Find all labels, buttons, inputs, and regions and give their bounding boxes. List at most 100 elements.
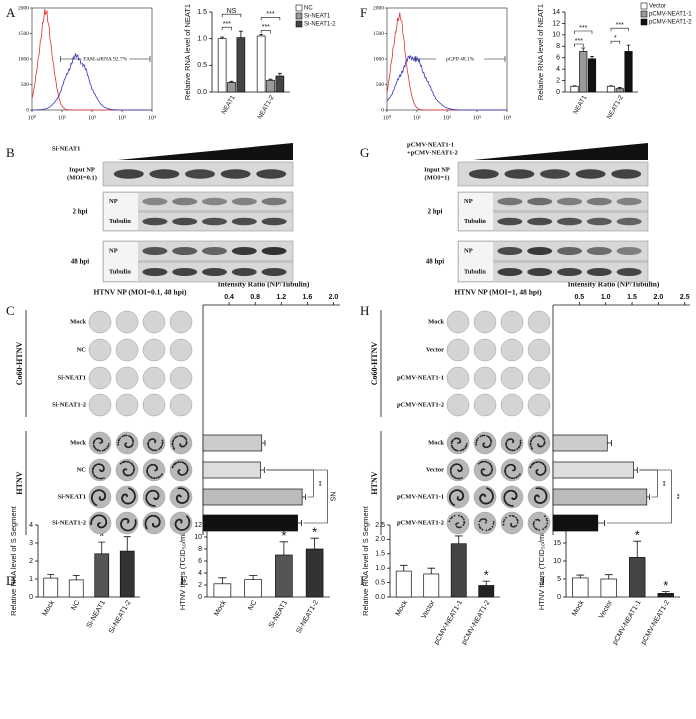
plaque [130, 528, 132, 531]
plaque [176, 527, 179, 530]
plaque [503, 499, 506, 502]
plaque [93, 474, 96, 477]
band [556, 268, 583, 276]
band [611, 169, 642, 179]
plaque [158, 519, 161, 522]
plaque [513, 469, 515, 472]
plaque [124, 443, 127, 445]
blot-strip [102, 261, 294, 283]
bar [68, 579, 84, 598]
plaque [461, 496, 464, 499]
error-bar [229, 80, 234, 83]
band [527, 247, 553, 255]
plaque [133, 496, 136, 499]
plaque [491, 467, 493, 469]
plaque [124, 529, 127, 531]
error-bar [268, 78, 273, 81]
significance-label: *** [262, 24, 270, 31]
plaque [92, 466, 95, 469]
legend-label: Vector [649, 4, 666, 10]
plaque [132, 490, 135, 493]
y-axis-label: Relative RNA level of S Segment [361, 505, 370, 616]
band [616, 247, 642, 255]
plaque [92, 468, 94, 470]
plaque [511, 449, 514, 452]
plaque [542, 500, 545, 503]
plaque [127, 520, 130, 523]
band-label: Tubulin [464, 218, 486, 225]
y-tick-label: 0.5 [375, 579, 385, 586]
band [142, 247, 168, 255]
plaque [544, 499, 547, 501]
plaque [490, 441, 493, 444]
plaque [534, 498, 536, 501]
legend-swatch [640, 18, 648, 26]
plaque [181, 435, 184, 438]
row-label: Vector [426, 346, 444, 353]
band [231, 268, 257, 276]
significance-label: * [614, 35, 617, 42]
plaque [457, 469, 460, 472]
plaque [481, 528, 484, 531]
bar [119, 550, 135, 598]
plaque [459, 441, 462, 443]
plaque [488, 528, 490, 531]
significance-label: * [663, 578, 668, 593]
plaque [455, 463, 458, 466]
plaque [129, 474, 132, 476]
panel-label: A [6, 5, 16, 20]
plaque [150, 504, 153, 507]
plaque [478, 520, 481, 523]
y-tick-label: 4 [198, 570, 202, 577]
plaque [156, 492, 159, 495]
plaque [186, 469, 189, 471]
plaque [517, 446, 520, 449]
plaque [453, 514, 456, 517]
significance-bracket [610, 40, 621, 45]
y-axis-label: HTNV titers (TCID₅₀/ml) x 10³ [178, 511, 187, 610]
plaque [455, 437, 458, 440]
band-label: Tubulin [464, 268, 486, 275]
plaque [453, 476, 456, 479]
error-bar [581, 47, 586, 52]
bar [236, 37, 246, 93]
plaque [502, 520, 505, 523]
plaque [187, 497, 190, 500]
treatment-label: pCMV-NEAT1-1 [407, 141, 454, 148]
plaque [451, 446, 454, 448]
plaque [450, 466, 453, 469]
y-tick-label: 2.0 [375, 536, 385, 543]
plaque [510, 489, 512, 492]
plaque [129, 487, 131, 490]
significance-label: ** [659, 481, 666, 487]
legend-label: Si-NEAT1-2 [304, 22, 336, 28]
well [115, 366, 139, 390]
plaque [131, 443, 134, 446]
y-tick-label: 500 [21, 82, 30, 88]
well [446, 366, 470, 390]
plaque [146, 492, 149, 495]
plaque [174, 522, 177, 525]
legend-swatch [295, 12, 303, 20]
bar [266, 79, 275, 93]
plaque [509, 514, 511, 517]
plaque [477, 437, 480, 440]
plaque [505, 442, 508, 445]
significance-label: ** [673, 494, 680, 500]
plaque [512, 498, 515, 500]
plaque [533, 520, 535, 523]
well [500, 310, 524, 334]
plaque [125, 502, 127, 505]
plaque [130, 501, 133, 504]
plaque [514, 467, 516, 470]
plaque [530, 439, 533, 442]
plaque [476, 439, 478, 441]
plaque [510, 522, 513, 525]
band [261, 197, 287, 206]
plaque [132, 471, 135, 473]
plaque [101, 470, 103, 473]
well [527, 366, 551, 390]
y-tick-label: 14 [552, 9, 560, 16]
legend-label: Si-NEAT1 [304, 14, 331, 20]
significance-label: * [635, 528, 640, 543]
